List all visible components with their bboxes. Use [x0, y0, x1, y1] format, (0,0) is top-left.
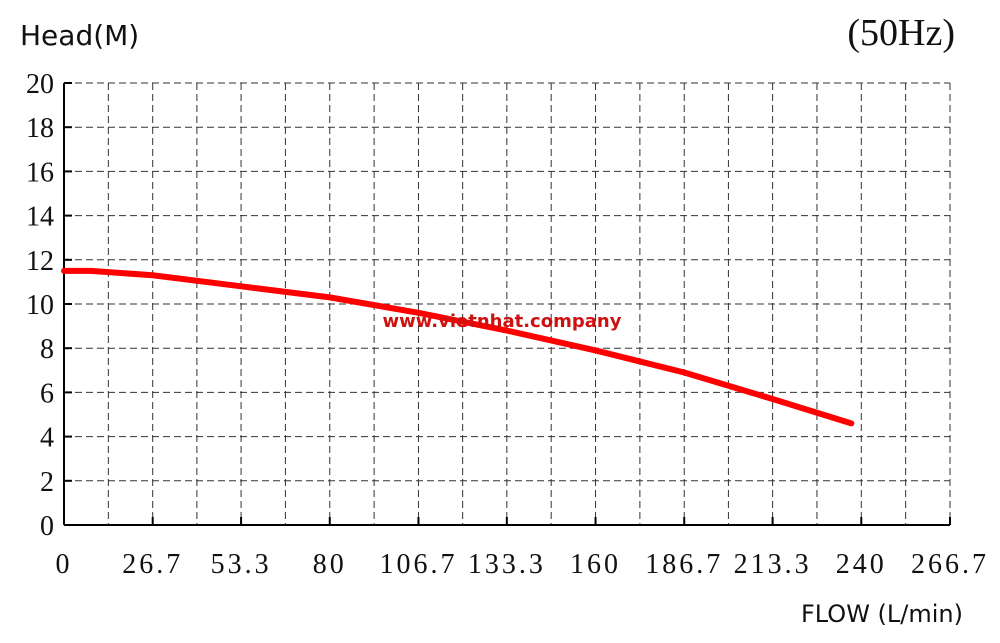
y-tick-label: 10: [26, 290, 54, 321]
y-tick-label: 14: [26, 202, 54, 233]
x-tick-label: 240: [836, 549, 887, 580]
x-tick-label: 266.7: [911, 549, 989, 580]
x-tick-label: 0: [56, 549, 73, 580]
y-tick-label: 18: [26, 113, 54, 144]
y-tick-label: 2: [40, 467, 54, 498]
x-tick-label: 53.3: [211, 549, 272, 580]
x-tick-label: 26.7: [122, 549, 183, 580]
data-line: [61, 267, 855, 427]
y-axis-title: Head(M): [20, 19, 139, 52]
chart-title: (50Hz): [847, 12, 955, 54]
y-tick-label: 16: [26, 157, 54, 188]
x-tick-label: 80: [313, 549, 347, 580]
x-tick-label: 213.3: [734, 549, 812, 580]
y-tick-label: 0: [40, 511, 54, 542]
y-tick-label: 20: [26, 69, 54, 100]
x-tick-label: 133.3: [468, 549, 546, 580]
x-tick-label: 160: [570, 549, 621, 580]
y-tick-label: 4: [40, 423, 54, 454]
y-tick-label: 8: [40, 334, 54, 365]
x-tick-label: 106.7: [379, 549, 457, 580]
x-axis-title: FLOW (L/min): [801, 600, 963, 628]
y-tick-label: 6: [40, 378, 54, 409]
x-tick-label: 186.7: [645, 549, 723, 580]
y-tick-label: 12: [26, 246, 54, 277]
watermark: www.vietnhat.company: [383, 311, 622, 332]
